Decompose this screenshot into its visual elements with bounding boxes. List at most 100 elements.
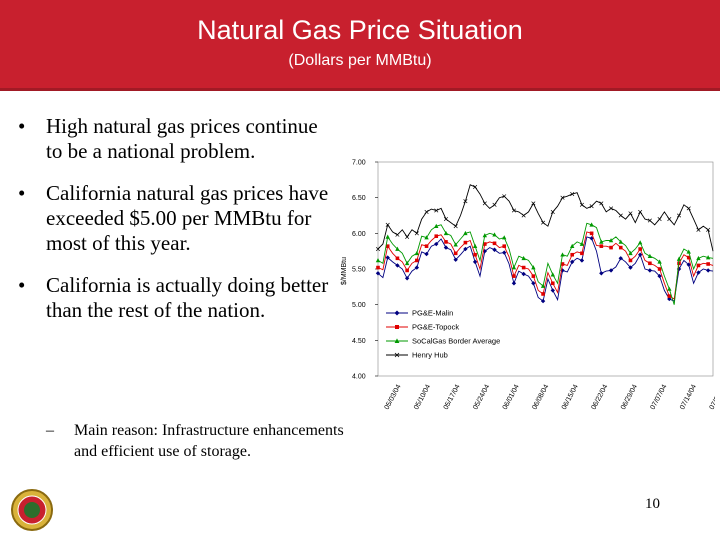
y-tick-label: 5.00: [352, 302, 366, 309]
data-point: [502, 235, 507, 240]
data-point: [375, 258, 381, 263]
data-point: [453, 242, 458, 247]
data-point: [414, 250, 420, 256]
data-point: [648, 261, 652, 266]
data-point: [424, 244, 429, 248]
data-point: [414, 231, 419, 236]
data-point: [618, 213, 623, 218]
data-point: [502, 250, 507, 255]
data-point: [618, 239, 623, 244]
data-point: [492, 241, 497, 246]
x-tick-label: 05/10/04: [413, 383, 432, 410]
bullet-icon: •: [18, 273, 26, 297]
data-point: [570, 259, 575, 265]
x-tick-label: 05/17/04: [443, 383, 462, 410]
bullet-item: • California natural gas prices have exce…: [18, 181, 338, 256]
data-point: [677, 261, 681, 266]
y-tick-label: 4.50: [352, 338, 366, 345]
data-point: [492, 232, 497, 237]
y-tick-label: 4.00: [352, 374, 366, 381]
data-point: [531, 265, 536, 270]
data-point: [385, 222, 390, 227]
bullet-icon: •: [18, 114, 26, 138]
data-point: [589, 204, 594, 209]
data-point: [541, 220, 546, 225]
legend-marker: [394, 352, 400, 358]
legend-label: SoCalGas Border Average: [412, 337, 500, 346]
data-point: [599, 239, 604, 244]
legend-label: PG&E-Topock: [412, 323, 459, 332]
data-point: [705, 255, 711, 260]
legend-marker: [394, 310, 400, 316]
x-tick-label: 06/22/04: [590, 383, 609, 410]
data-point: [657, 267, 662, 271]
data-point: [696, 270, 701, 275]
bullet-item: • High natural gas prices continue to be …: [18, 114, 338, 164]
data-point: [676, 213, 682, 218]
data-point: [667, 286, 672, 291]
data-point: [395, 263, 400, 268]
data-point: [453, 257, 458, 262]
data-point: [686, 249, 691, 254]
data-point: [502, 244, 507, 248]
data-point: [540, 283, 546, 288]
price-chart: 7.00 6.50 6.00 5.50 5.00 4.50 4.00 $/MMBtu 05/03…: [341, 160, 715, 411]
data-point: [424, 235, 429, 240]
y-tick-label: 6.00: [352, 231, 366, 238]
data-point: [473, 184, 478, 190]
x-tick-label: 06/29/04: [620, 383, 639, 410]
x-tick-label: 05/03/04: [384, 383, 403, 410]
data-point: [404, 276, 410, 281]
data-point: [463, 230, 468, 236]
data-point: [385, 234, 390, 239]
data-point: [599, 244, 604, 248]
legend-label: Henry Hub: [412, 351, 448, 360]
data-point: [550, 281, 555, 286]
data-point: [376, 265, 380, 270]
data-point: [579, 202, 584, 207]
series-line: [377, 231, 714, 300]
data-point: [512, 274, 516, 278]
legend-marker: [394, 338, 400, 343]
plot-area: [377, 161, 714, 377]
data-point: [647, 253, 653, 258]
data-point: [385, 244, 390, 248]
data-point: [434, 223, 439, 228]
y-axis-label: $/MMBtu: [341, 257, 348, 285]
data-point: [502, 194, 507, 199]
data-point: [560, 262, 565, 266]
data-point: [657, 259, 662, 264]
sub-bullet-text: Main reason: Infrastructure enhancements…: [74, 422, 344, 460]
data-point: [637, 240, 643, 245]
data-point: [521, 255, 526, 261]
data-point: [531, 281, 536, 286]
data-point: [472, 259, 478, 265]
data-point: [375, 246, 381, 252]
data-point: [608, 238, 614, 243]
data-point: [657, 217, 662, 222]
x-tick-label: 07/21/04: [709, 383, 715, 410]
data-point: [628, 250, 633, 256]
data-point: [453, 224, 458, 229]
data-point: [521, 213, 526, 218]
data-point: [550, 272, 555, 277]
data-point: [492, 247, 497, 252]
data-point: [405, 268, 409, 273]
data-point: [706, 227, 711, 232]
slide-subtitle: (Dollars per MMBtu): [288, 52, 432, 69]
data-point: [589, 236, 594, 241]
slide-header: Natural Gas Price Situation (Dollars per…: [0, 0, 720, 91]
data-point: [570, 252, 575, 257]
data-point: [560, 195, 565, 200]
data-point: [434, 241, 439, 247]
data-point: [375, 271, 381, 276]
data-point: [511, 265, 517, 270]
series-line: [377, 184, 714, 252]
data-point: [570, 243, 575, 248]
x-tick-label: 06/01/04: [502, 383, 521, 410]
data-point: [570, 192, 575, 197]
data-point: [706, 262, 710, 266]
bullet-item: • California is actually doing better tha…: [18, 273, 338, 323]
data-point: [482, 248, 488, 254]
data-point: [628, 211, 633, 216]
